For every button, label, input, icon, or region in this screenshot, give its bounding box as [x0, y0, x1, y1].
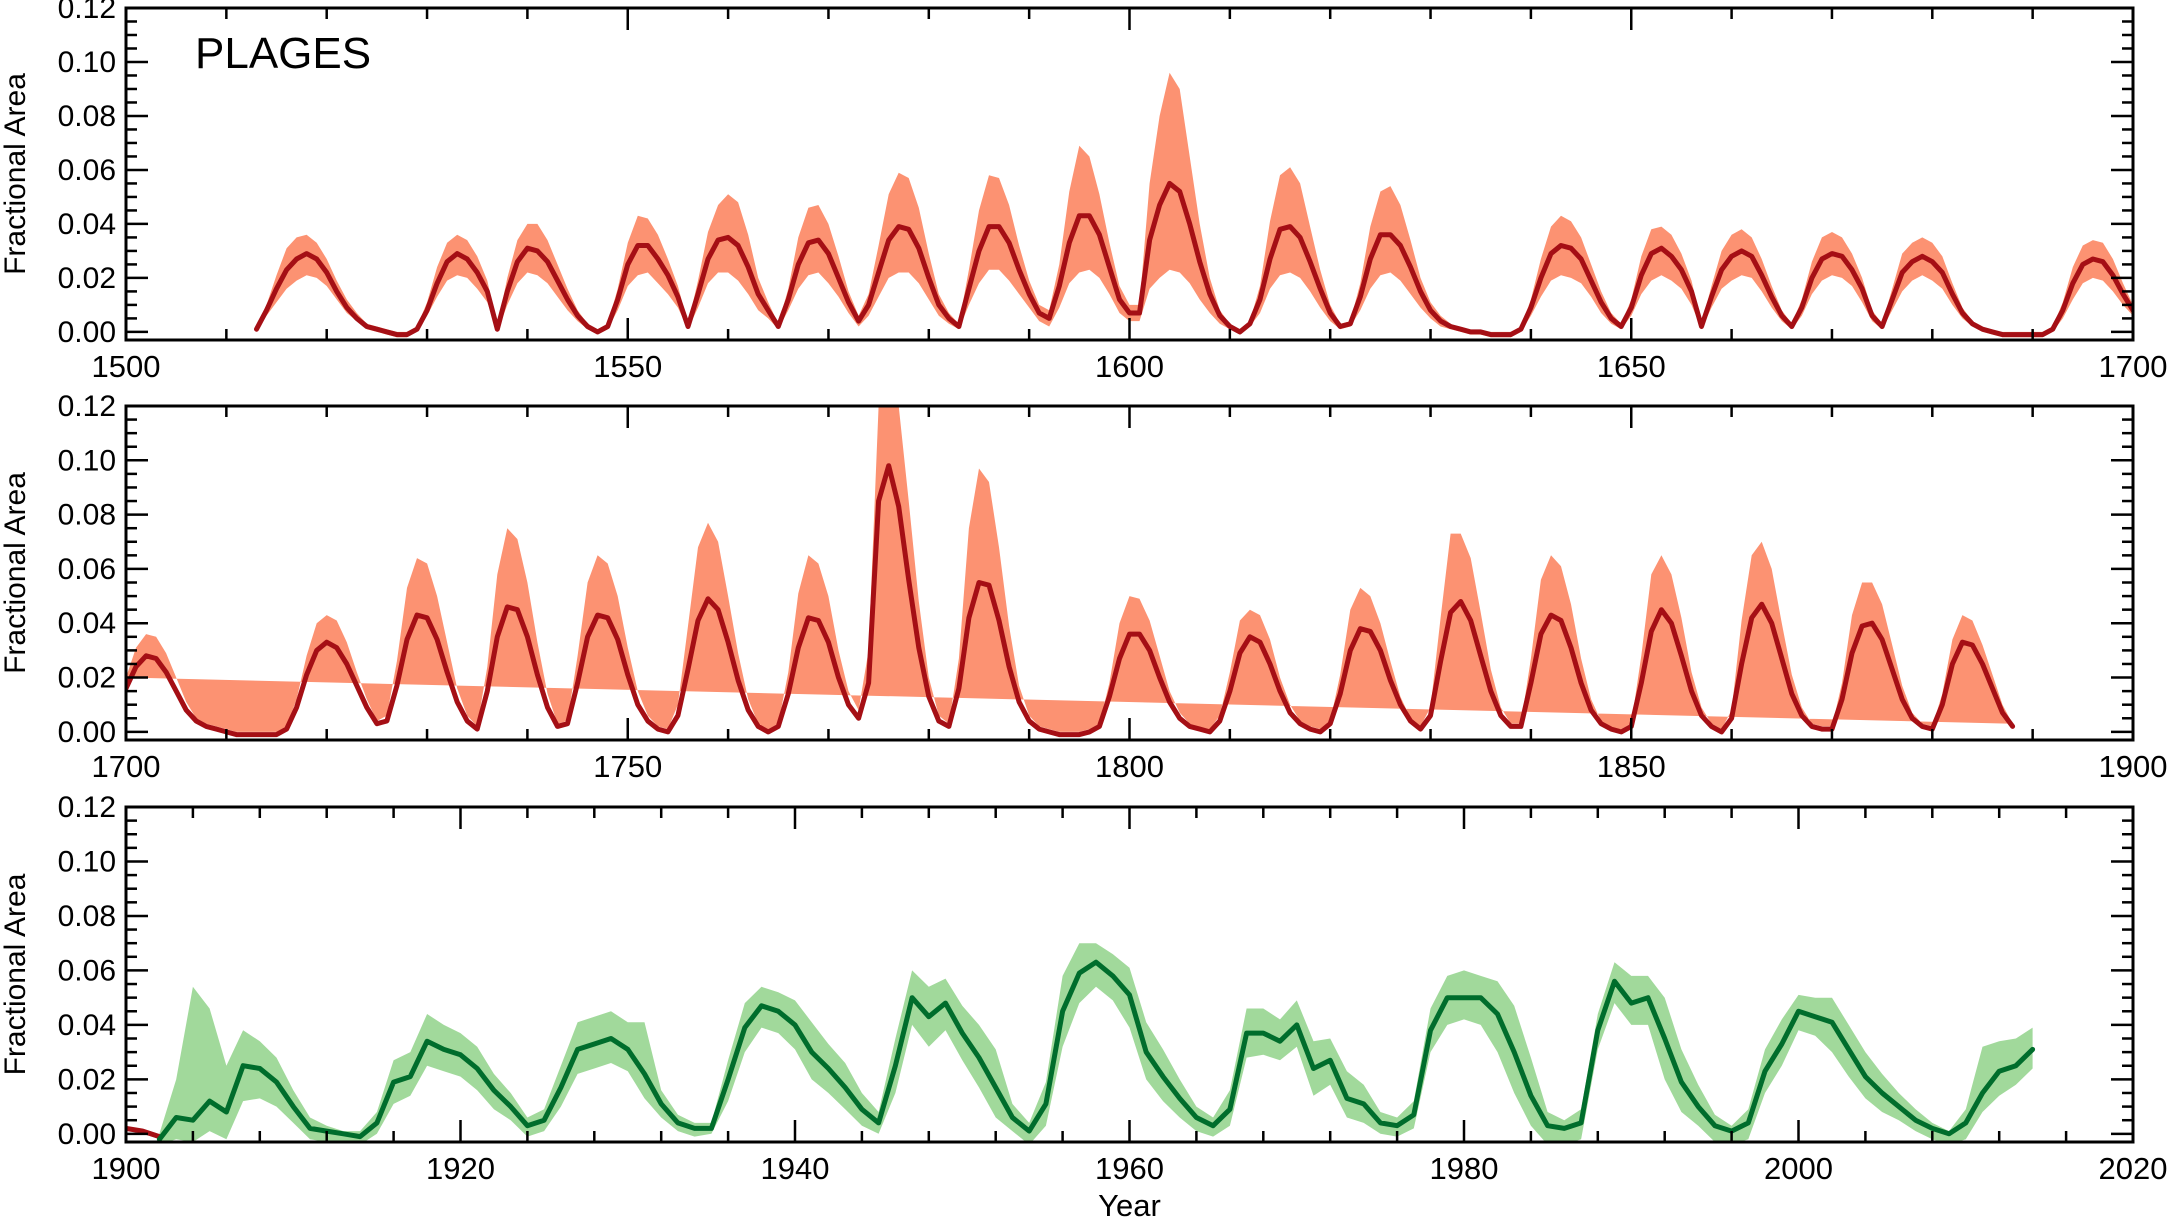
y-axis-label: Fractional Area — [0, 73, 32, 275]
y-tick-label: 0.00 — [58, 316, 116, 349]
y-tick-label: 0.06 — [58, 954, 116, 987]
x-tick-label: 1900 — [2099, 749, 2168, 784]
series-line — [254, 180, 2133, 338]
y-tick-label: 0.04 — [58, 607, 116, 640]
y-tick-label: 0.12 — [58, 791, 116, 824]
y-tick-label: 0.10 — [58, 444, 116, 477]
x-tick-label: 1920 — [426, 1151, 495, 1186]
panel-1500-1700: 0.00 0.02 0.04 0.06 0.08 0.10 0.12 1500 1550 1600… — [0, 0, 2167, 384]
x-tick-label: 1850 — [1597, 749, 1666, 784]
x-tick-label: 1750 — [593, 749, 662, 784]
y-axis-label: Fractional Area — [0, 873, 32, 1075]
x-axis-label: Year — [1098, 1188, 1161, 1222]
x-tick-label: 2000 — [1764, 1151, 1833, 1186]
x-tick-label: 2020 — [2099, 1151, 2168, 1186]
y-tick-label: 0.08 — [58, 100, 116, 133]
y-tick-label: 0.04 — [58, 1009, 116, 1042]
x-tick-label: 1700 — [92, 749, 161, 784]
panel-1700-1900: 0.00 0.02 0.04 0.06 0.08 0.10 0.12 1700 1750 1800… — [0, 390, 2167, 784]
x-tick-label: 1800 — [1095, 749, 1164, 784]
x-tick-label: 1650 — [1597, 349, 1666, 384]
y-tick-label: 0.02 — [58, 262, 116, 295]
x-tick-label: 1500 — [92, 349, 161, 384]
series-line — [126, 463, 2016, 738]
uncertainty-band — [126, 406, 2013, 732]
y-tick-label: 0.04 — [58, 208, 116, 241]
y-tick-label: 0.00 — [58, 716, 116, 749]
x-tick-label: 1900 — [92, 1151, 161, 1186]
y-tick-label: 0.02 — [58, 1063, 116, 1096]
x-tick-label: 1940 — [761, 1151, 830, 1186]
y-tick-label: 0.10 — [58, 46, 116, 79]
y-tick-label: 0.10 — [58, 845, 116, 878]
y-tick-label: 0.12 — [58, 390, 116, 423]
y-tick-label: 0.12 — [58, 0, 116, 25]
panel-annotation: PLAGES — [195, 29, 371, 78]
series-line — [156, 959, 2036, 1142]
y-tick-label: 0.06 — [58, 553, 116, 586]
panel-1900-2020: 0.00 0.02 0.04 0.06 0.08 0.10 0.12 1900 1920 1940… — [0, 791, 2167, 1222]
lead-in-line — [126, 1125, 161, 1139]
x-tick-label: 1960 — [1095, 1151, 1164, 1186]
x-tick-label: 1550 — [593, 349, 662, 384]
uncertainty-band — [256, 72, 2133, 338]
plot-frame — [124, 6, 2135, 342]
y-axis-label: Fractional Area — [0, 472, 32, 674]
y-tick-label: 0.08 — [58, 900, 116, 933]
y-tick-label: 0.06 — [58, 154, 116, 187]
y-tick-label: 0.00 — [58, 1118, 116, 1151]
x-tick-label: 1600 — [1095, 349, 1164, 384]
x-tick-label: 1980 — [1430, 1151, 1499, 1186]
y-tick-label: 0.08 — [58, 499, 116, 532]
y-tick-label: 0.02 — [58, 662, 116, 695]
uncertainty-band — [159, 943, 2033, 1142]
x-tick-label: 1700 — [2099, 349, 2168, 384]
